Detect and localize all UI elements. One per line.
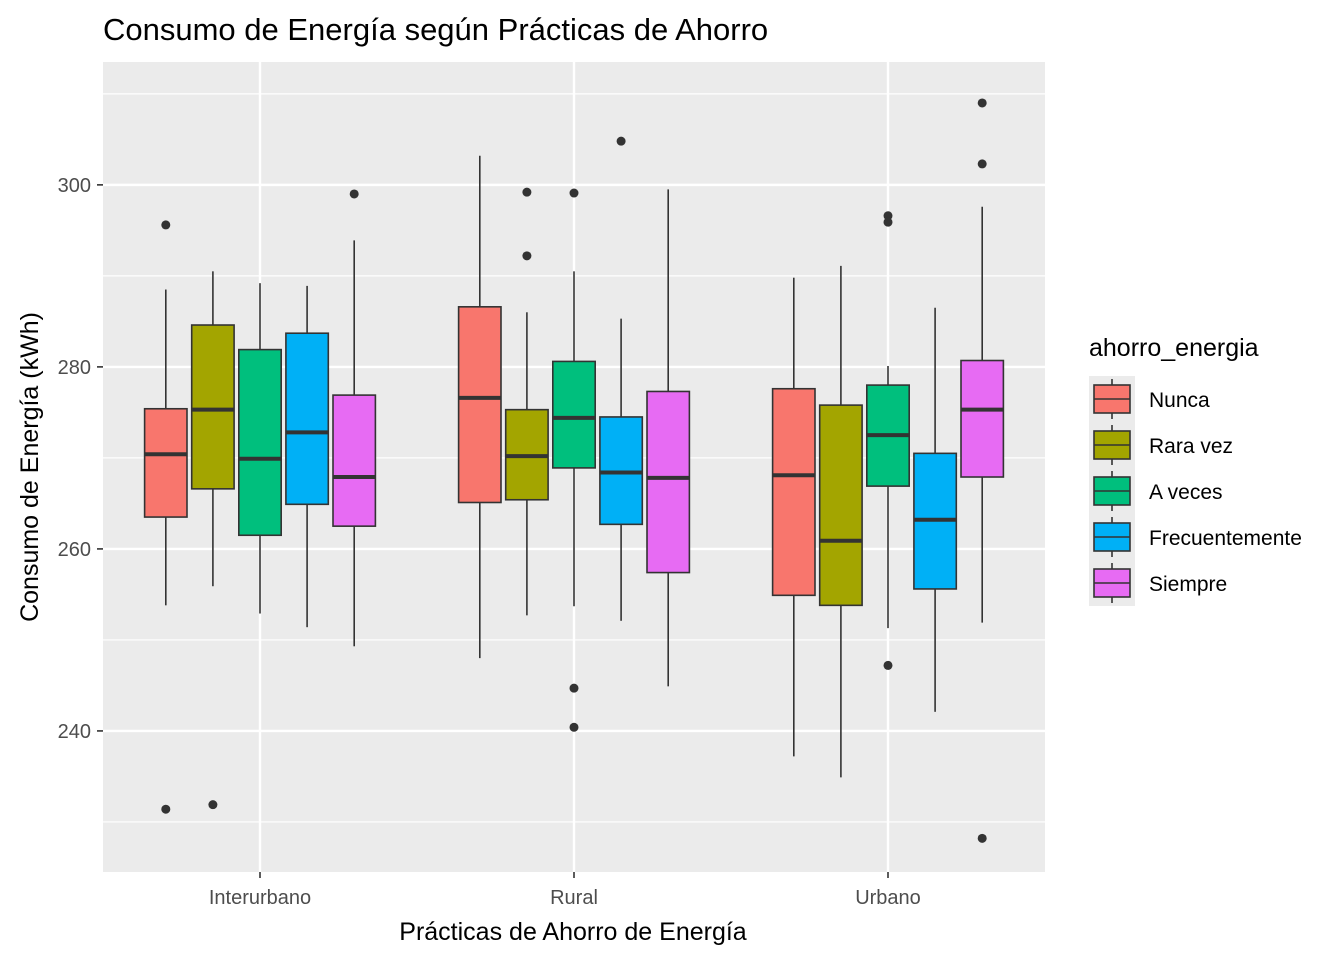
x-tick-label: Urbano [855, 887, 921, 909]
legend: ahorro_energia Nunca Rara vez A veces Frecu… [1089, 334, 1302, 606]
x-tick-label: Rural [550, 887, 598, 909]
outlier-point [522, 187, 532, 197]
legend-label: Frecuentemente [1149, 527, 1302, 550]
y-tick-label: 300 [58, 175, 91, 197]
box [771, 387, 816, 597]
box-group-rural [457, 136, 691, 732]
outlier-point [883, 217, 893, 227]
legend-item-a-veces: A veces [1093, 471, 1223, 511]
outlier-point [977, 833, 987, 843]
y-axis-title: Consumo de Energía (kWh) [16, 312, 44, 622]
outlier-point [349, 189, 359, 199]
outlier-point [616, 136, 626, 146]
outlier-point [522, 251, 532, 261]
box-groups [143, 98, 1005, 843]
legend-item-siempre: Siempre [1093, 563, 1227, 603]
box [190, 324, 235, 490]
x-tick-label: Interurbano [209, 887, 311, 909]
box [960, 359, 1005, 478]
y-tick-label: 240 [58, 721, 91, 743]
legend-label: A veces [1149, 481, 1223, 504]
legend-label: Siempre [1149, 573, 1227, 596]
legend-label: Nunca [1149, 389, 1210, 412]
box [552, 360, 596, 469]
outlier-point [161, 220, 171, 230]
outlier-point [569, 683, 579, 693]
y-tick-label: 260 [58, 539, 91, 561]
legend-item-frecuentemente: Frecuentemente [1093, 517, 1302, 557]
box [457, 306, 502, 504]
y-axis: 240 260 280 300 [58, 175, 103, 743]
legend-label: Rara vez [1149, 435, 1233, 458]
outlier-point [977, 98, 987, 108]
box [285, 332, 330, 506]
x-axis: Interurbano Rural Urbano [209, 872, 921, 909]
box [646, 390, 691, 574]
legend-title: ahorro_energia [1089, 334, 1259, 362]
box-group-interurbano [143, 189, 377, 814]
chart-title: Consumo de Energía según Prácticas de Ah… [103, 12, 768, 47]
y-tick-label: 280 [58, 357, 91, 379]
box-group-urbano [771, 98, 1005, 843]
outlier-point [208, 800, 218, 810]
box [143, 407, 188, 518]
box [238, 348, 282, 537]
outlier-point [883, 211, 893, 221]
legend-item-nunca: Nunca [1093, 379, 1210, 419]
outlier-point [883, 660, 893, 670]
x-axis-title: Prácticas de Ahorro de Energía [399, 918, 747, 946]
box [818, 404, 863, 607]
outlier-point [569, 188, 579, 198]
outlier-point [977, 159, 987, 169]
legend-item-rara-vez: Rara vez [1093, 425, 1233, 465]
outlier-point [161, 804, 171, 814]
outlier-point [569, 722, 579, 732]
box [332, 394, 377, 527]
